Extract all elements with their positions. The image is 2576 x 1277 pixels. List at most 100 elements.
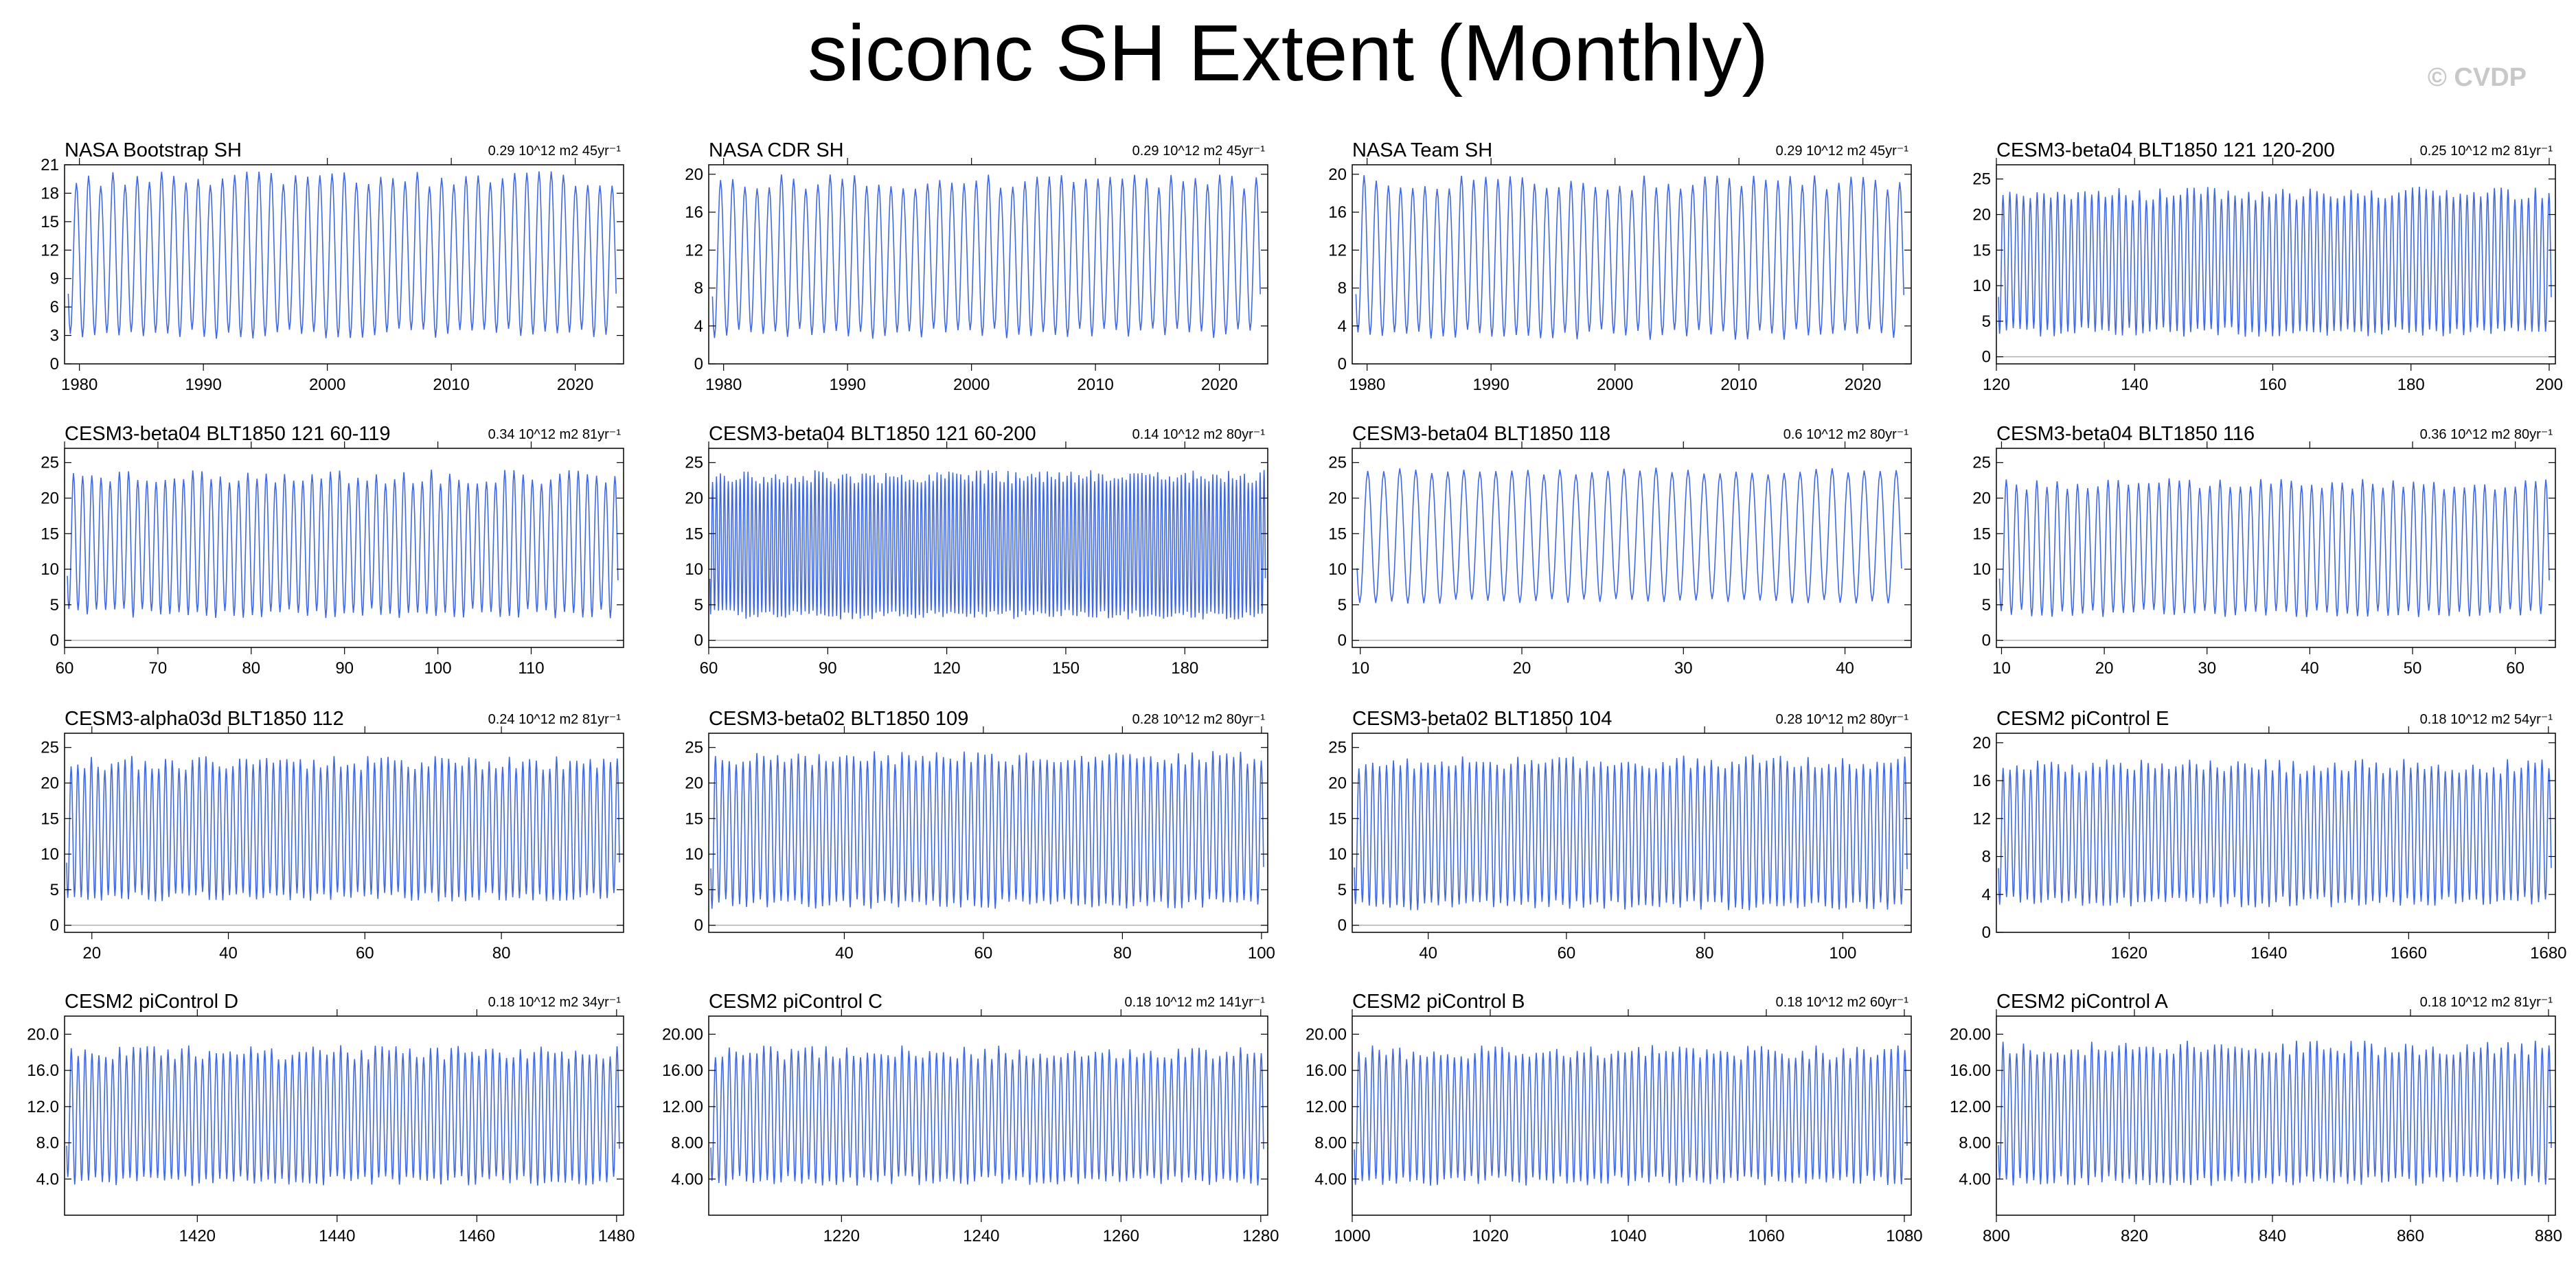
trend-label: 0.18 10^12 m2 34yr⁻¹ (488, 995, 622, 1010)
y-tick-label: 15 (41, 525, 59, 543)
trend-label: 0.29 10^12 m2 45yr⁻¹ (488, 143, 622, 159)
y-tick-label: 8.00 (1314, 1134, 1347, 1153)
chart-svg: CESM3-beta02 BLT1850 104 0.28 10^12 m2 80… (1328, 708, 1912, 963)
x-tick-label: 100 (1829, 944, 1856, 963)
y-tick-label: 10 (685, 845, 703, 864)
x-tick-label: 1990 (185, 376, 221, 394)
trend-label: 0.18 10^12 m2 81yr⁻¹ (2420, 995, 2553, 1010)
x-tick-label: 2010 (433, 376, 469, 394)
panel-title: CESM2 piControl A (1996, 991, 2168, 1013)
x-tick-label: 1980 (705, 376, 742, 394)
y-tick-label: 20 (1972, 206, 1991, 225)
x-tick-label: 20 (1513, 659, 1531, 678)
plot-frame (64, 1015, 624, 1216)
y-tick-label: 20.00 (1306, 1025, 1347, 1044)
panel-title: NASA Bootstrap SH (65, 139, 242, 161)
y-tick-label: 20 (685, 165, 703, 184)
x-tick-label: 1980 (61, 376, 98, 394)
x-tick-label: 110 (518, 659, 544, 678)
plot-frame (708, 733, 1268, 933)
panel-title: CESM2 piControl D (65, 991, 238, 1013)
x-tick-label: 820 (2121, 1227, 2148, 1245)
x-tick-label: 60 (56, 659, 74, 678)
x-tick-label: 1000 (1334, 1227, 1370, 1245)
plot-frame (1996, 733, 2556, 933)
x-tick-label: 140 (2121, 376, 2148, 394)
y-tick-label: 8.0 (36, 1134, 59, 1153)
chart-panel: CESM3-beta02 BLT1850 104 0.28 10^12 m2 80… (1304, 695, 1922, 970)
x-tick-label: 1480 (598, 1227, 635, 1245)
x-tick-label: 1990 (1472, 376, 1509, 394)
y-tick-label: 16 (1328, 203, 1347, 222)
trend-label: 0.29 10^12 m2 45yr⁻¹ (1776, 143, 1909, 159)
y-tick-label: 0 (50, 355, 59, 373)
x-tick-label: 30 (2198, 659, 2216, 678)
chart-svg: CESM3-beta04 BLT1850 121 60-119 0.34 10^1… (41, 423, 624, 678)
y-tick-label: 15 (685, 525, 703, 543)
x-tick-label: 40 (2301, 659, 2319, 678)
chart-svg: CESM2 piControl C 0.18 10^12 m2 141yr⁻¹ 4.… (662, 991, 1279, 1245)
chart-svg: NASA CDR SH 0.29 10^12 m2 45yr⁻¹ 0 4 8 12 16 20… (685, 139, 1268, 394)
y-tick-label: 20 (1328, 774, 1347, 793)
series-line (1998, 759, 2552, 908)
y-tick-label: 20 (1328, 490, 1347, 508)
x-tick-label: 180 (2397, 376, 2425, 394)
y-tick-label: 20 (685, 490, 703, 508)
y-tick-label: 0 (1982, 348, 1991, 367)
plot-frame (1996, 164, 2556, 365)
chart-svg: CESM2 piControl E 0.18 10^12 m2 54yr⁻¹ 0 4 8… (1972, 708, 2566, 963)
chart-panel: NASA Team SH 0.29 10^12 m2 45yr⁻¹ 0 4 8 12 16 2… (1304, 127, 1922, 402)
panel-title: CESM3-beta04 BLT1850 116 (1996, 423, 2255, 445)
panel-title: NASA CDR SH (709, 139, 844, 161)
y-tick-label: 10 (1972, 277, 1991, 295)
y-tick-label: 0 (50, 632, 59, 650)
y-tick-label: 16.00 (1306, 1061, 1347, 1080)
x-tick-label: 40 (219, 944, 238, 963)
x-tick-label: 1240 (963, 1227, 999, 1245)
trend-label: 0.28 10^12 m2 80yr⁻¹ (1776, 712, 1909, 727)
cvdp-watermark: © CVDP (2427, 63, 2527, 92)
plot-frame (64, 733, 624, 933)
chart-panel: NASA CDR SH 0.29 10^12 m2 45yr⁻¹ 0 4 8 12 16 20… (661, 127, 1279, 402)
plot-frame (1996, 1015, 2556, 1216)
x-tick-label: 150 (1052, 659, 1080, 678)
x-tick-label: 20 (82, 944, 101, 963)
series-line (67, 171, 617, 339)
trend-label: 0.24 10^12 m2 81yr⁻¹ (488, 712, 622, 727)
plot-frame (64, 164, 624, 365)
series-line (1998, 187, 2552, 337)
panel-title: CESM3-beta02 BLT1850 104 (1352, 708, 1612, 730)
y-tick-label: 25 (41, 739, 59, 757)
x-tick-label: 60 (356, 944, 374, 963)
y-tick-label: 16.00 (1950, 1061, 1991, 1080)
y-tick-label: 4.00 (671, 1170, 703, 1188)
series-line (710, 1045, 1264, 1186)
chart-panel: NASA Bootstrap SH 0.29 10^12 m2 45yr⁻¹ 0 3 6… (16, 127, 635, 402)
x-tick-label: 10 (1992, 659, 2011, 678)
y-tick-label: 20 (1972, 490, 1991, 508)
y-tick-label: 12.00 (1950, 1098, 1991, 1116)
y-tick-label: 15 (1328, 525, 1347, 543)
panel-title: CESM3-beta04 BLT1850 121 120-200 (1996, 139, 2335, 161)
chart-panel: CESM3-beta04 BLT1850 116 0.36 10^12 m2 80… (1948, 411, 2566, 685)
y-tick-label: 5 (1982, 596, 1991, 614)
y-tick-label: 5 (694, 596, 703, 614)
x-tick-label: 90 (335, 659, 354, 678)
plot-frame (708, 164, 1268, 365)
trend-label: 0.18 10^12 m2 60yr⁻¹ (1776, 995, 1909, 1010)
x-tick-label: 2020 (557, 376, 593, 394)
y-tick-label: 12.00 (1306, 1098, 1347, 1116)
panel-title: CESM3-alpha03d BLT1850 112 (65, 708, 344, 730)
x-tick-label: 1420 (179, 1227, 216, 1245)
y-tick-label: 12.00 (662, 1098, 703, 1116)
y-tick-label: 20 (685, 774, 703, 793)
x-tick-label: 2000 (309, 376, 345, 394)
series-line (1998, 1040, 2552, 1186)
y-tick-label: 0 (50, 917, 59, 935)
y-tick-label: 6 (50, 298, 59, 317)
plot-frame (1352, 733, 1912, 933)
series-line (66, 1045, 620, 1186)
y-tick-label: 16.0 (27, 1061, 59, 1080)
panel-title: CESM2 piControl E (1996, 708, 2169, 730)
y-tick-label: 15 (1972, 525, 1991, 543)
